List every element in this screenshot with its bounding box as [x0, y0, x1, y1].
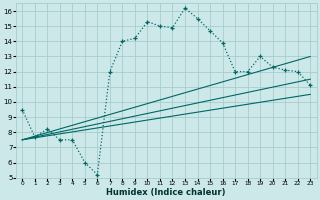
- X-axis label: Humidex (Indice chaleur): Humidex (Indice chaleur): [107, 188, 226, 197]
